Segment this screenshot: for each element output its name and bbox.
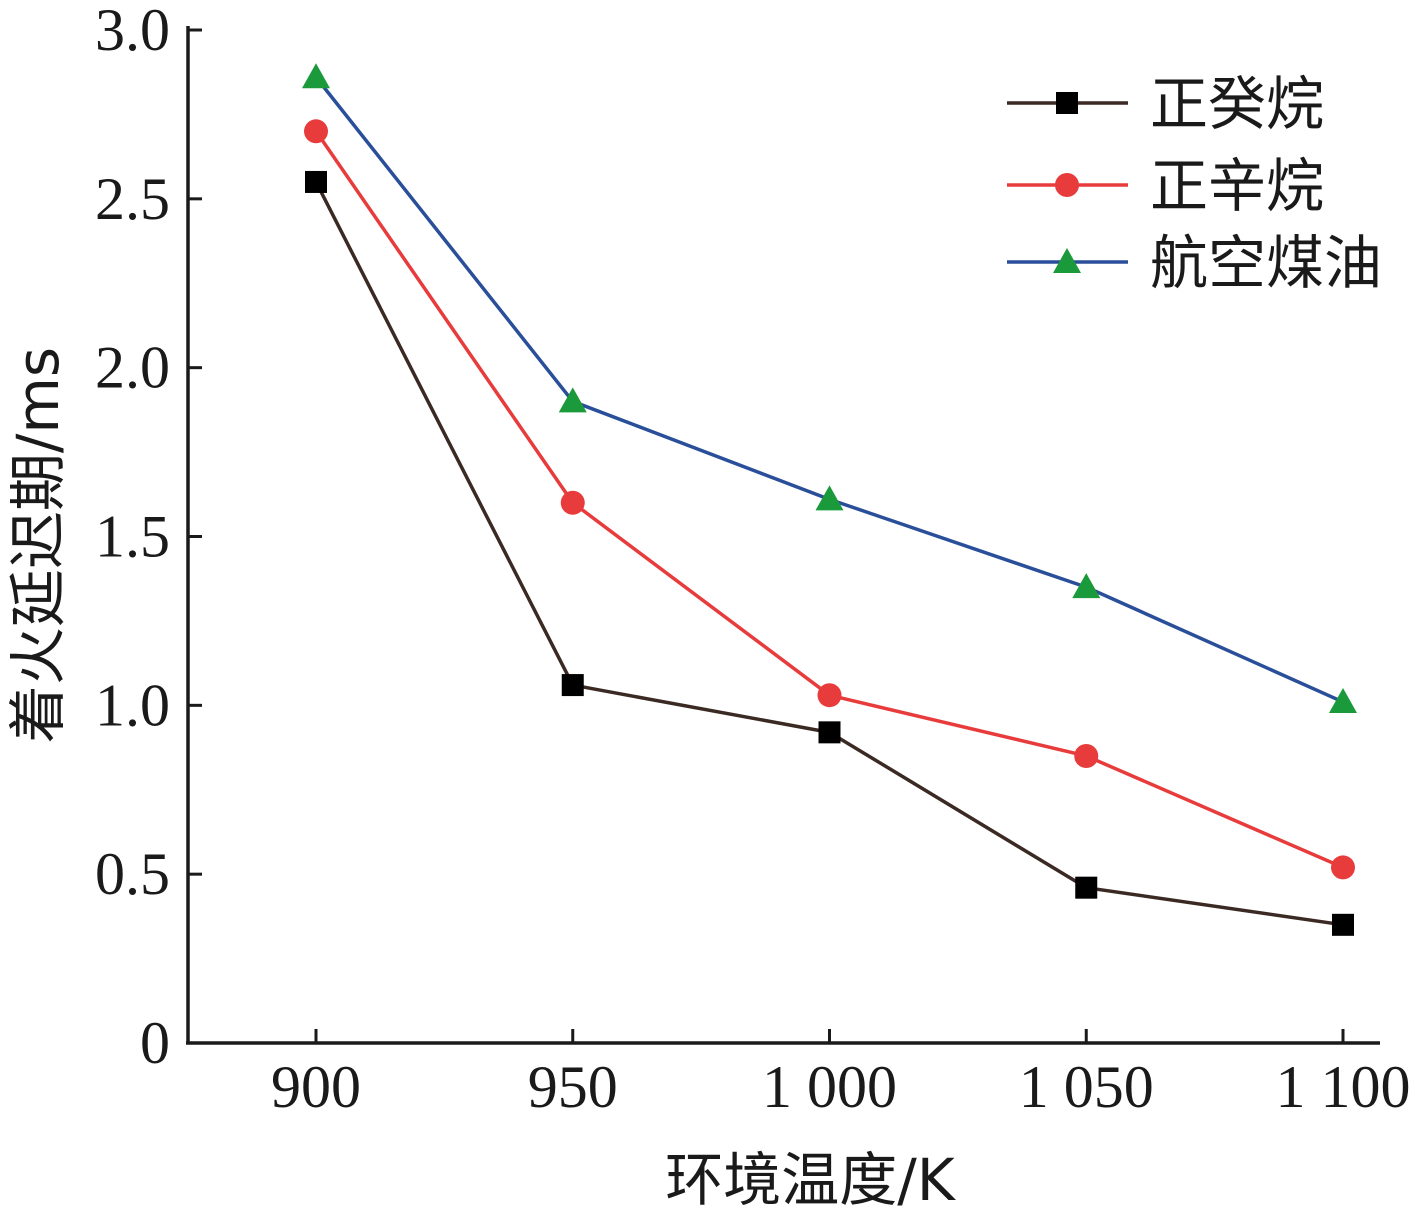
y-ticks: 0 0.5 1.0 1.5 2.0 2.5 3.0 bbox=[95, 0, 202, 1076]
data-point-series-2 bbox=[1074, 743, 1099, 768]
y-tick-label: 3.0 bbox=[95, 0, 170, 63]
data-point-series-1 bbox=[818, 721, 841, 744]
y-tick-label: 2.5 bbox=[95, 166, 170, 232]
x-tick-label: 900 bbox=[271, 1054, 361, 1120]
data-point-series-3 bbox=[815, 485, 844, 511]
x-tick-label: 1 000 bbox=[762, 1054, 897, 1120]
y-tick-label: 2.0 bbox=[95, 335, 170, 401]
x-tick-label: 1 050 bbox=[1019, 1054, 1154, 1120]
x-axis-title: 环境温度/K bbox=[665, 1146, 957, 1213]
data-point-series-1 bbox=[561, 674, 584, 697]
data-point-series-2 bbox=[1331, 855, 1355, 880]
legend-label: 正癸烷 bbox=[1150, 70, 1324, 138]
data-point-series-2 bbox=[817, 683, 842, 708]
data-point-series-2 bbox=[560, 490, 585, 515]
y-axis-title: 着火延迟期/ms bbox=[4, 347, 72, 743]
data-point-series-3 bbox=[1072, 573, 1101, 599]
y-tick-label: 0.5 bbox=[95, 841, 170, 907]
data-point-series-1 bbox=[1332, 913, 1354, 936]
legend-label: 正辛烷 bbox=[1150, 152, 1324, 220]
legend-marker bbox=[1053, 248, 1081, 273]
data-point-series-3 bbox=[1329, 687, 1357, 713]
x-tick-label: 1 100 bbox=[1276, 1054, 1411, 1120]
legend-marker bbox=[1056, 92, 1078, 114]
data-point-series-1 bbox=[1075, 876, 1098, 899]
y-tick-label: 1.5 bbox=[95, 504, 170, 570]
y-tick-label: 1.0 bbox=[95, 672, 170, 738]
x-tick-label: 950 bbox=[528, 1054, 618, 1120]
data-point-series-1 bbox=[305, 170, 327, 193]
data-point-series-2 bbox=[304, 119, 328, 144]
series-markers bbox=[302, 63, 1357, 936]
legend-label: 航空煤油 bbox=[1150, 229, 1382, 297]
x-ticks: 900 950 1 000 1 050 1 100 bbox=[271, 1029, 1411, 1120]
legend-marker bbox=[1055, 173, 1079, 197]
data-point-series-3 bbox=[558, 387, 587, 413]
data-point-series-3 bbox=[302, 63, 330, 89]
y-tick-label: 0 bbox=[140, 1010, 170, 1076]
